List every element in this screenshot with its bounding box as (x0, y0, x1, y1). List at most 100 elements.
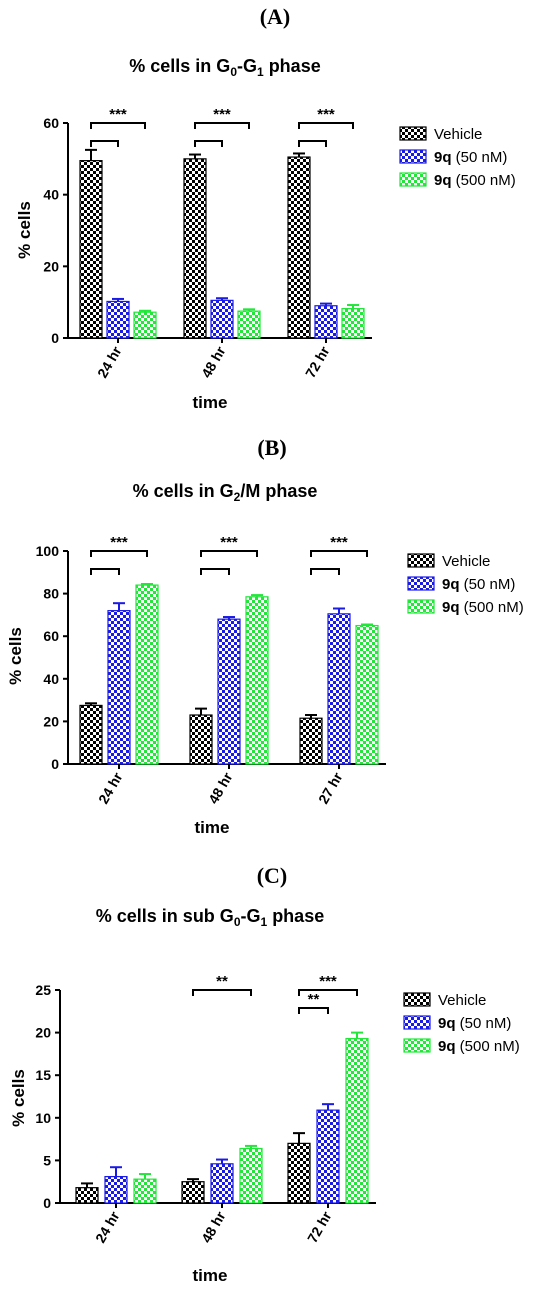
chart-panel-a: (A) % cells in G0-G1 phase % cells time … (15, 4, 516, 412)
y-tick-label: 0 (51, 330, 59, 346)
y-axis-label-a: % cells (15, 201, 34, 259)
legend-swatch-dose50 (399, 149, 427, 164)
chart-title-a: % cells in G0-G1 phase (129, 56, 320, 79)
legend-text: Vehicle (438, 992, 486, 1009)
bar-dose500 (133, 311, 157, 339)
y-tick-label: 5 (43, 1152, 51, 1168)
significance-bracket (298, 140, 327, 147)
bar-vehicle (299, 717, 323, 765)
significance-label: *** (330, 534, 348, 551)
legend-entry-dose50: 9q (50 nM) (434, 149, 507, 166)
significance-bracket (298, 989, 358, 996)
significance-bracket (90, 550, 148, 557)
y-tick-label: 0 (43, 1195, 51, 1211)
legend-swatch-dose500 (407, 599, 435, 614)
bar-vehicle (183, 158, 207, 339)
legend-swatch-vehicle (403, 992, 431, 1007)
legend-text: (50 nM) (460, 576, 516, 593)
chart-title-b: % cells in G2/M phase (133, 481, 318, 504)
significance-bracket (90, 140, 119, 147)
legend-entry-dose50: 9q (50 nM) (442, 576, 515, 593)
bar-dose500 (245, 596, 269, 765)
bar-dose500 (239, 1147, 263, 1204)
bar-vehicle (181, 1181, 205, 1204)
legend-bold-text: 9q (434, 149, 452, 166)
chart-panel-c: (C) % cells in sub G0-G1 phase % cells t… (9, 863, 520, 1285)
legend-entry-vehicle: Vehicle (438, 992, 486, 1009)
significance-label: ** (308, 991, 320, 1008)
legend-entry-dose50: 9q (50 nM) (438, 1015, 511, 1032)
significance-label: *** (220, 534, 238, 551)
bar-dose50 (314, 305, 338, 339)
bar-dose500 (135, 584, 159, 765)
y-tick-label: 25 (35, 982, 51, 998)
bar-dose500 (341, 308, 365, 339)
significance-bracket (310, 568, 340, 575)
legend-swatch-vehicle (407, 553, 435, 568)
legend-entry-dose500: 9q (500 nM) (442, 599, 524, 616)
legend-text: (500 nM) (456, 1038, 520, 1055)
significance-bracket (200, 568, 230, 575)
legend-text: (50 nM) (456, 1015, 512, 1032)
y-axis-label-c: % cells (9, 1069, 28, 1127)
bar-dose50 (210, 1163, 234, 1204)
significance-label: ** (216, 973, 228, 990)
x-tick-label: 27 hr (315, 769, 346, 806)
y-tick-label: 40 (43, 671, 59, 687)
bar-vehicle (189, 714, 213, 765)
y-tick-label: 80 (43, 586, 59, 602)
x-tick-label: 24 hr (95, 769, 126, 806)
x-tick-label: 24 hr (92, 1208, 123, 1245)
y-tick-label: 0 (51, 756, 59, 772)
legend-text: Vehicle (434, 126, 482, 143)
x-axis-label-b: time (195, 818, 230, 837)
bar-dose50 (217, 618, 241, 765)
significance-bracket (310, 550, 368, 557)
significance-bracket (200, 550, 258, 557)
x-tick-label: 72 hr (302, 343, 333, 380)
chart-panel-b: (B) % cells in G2/M phase % cells time 0… (6, 435, 524, 837)
significance-bracket (90, 122, 146, 129)
panel-label-b: (B) (257, 435, 286, 460)
significance-label: *** (319, 973, 337, 990)
significance-bracket (192, 989, 252, 996)
x-tick-label: 48 hr (198, 343, 229, 380)
bar-dose50 (327, 613, 351, 765)
chart-title-c: % cells in sub G0-G1 phase (96, 906, 324, 929)
legend-bold-text: 9q (438, 1038, 456, 1055)
panel-label-c: (C) (257, 863, 288, 888)
bar-dose50 (106, 300, 130, 339)
significance-bracket (90, 568, 120, 575)
bar-dose50 (104, 1175, 128, 1204)
y-tick-label: 20 (43, 258, 59, 274)
legend-swatch-dose500 (399, 172, 427, 187)
y-tick-label: 15 (35, 1067, 51, 1083)
x-tick-label: 48 hr (198, 1208, 229, 1245)
significance-bracket (298, 1007, 329, 1014)
bar-dose50 (210, 299, 234, 339)
x-axis-label-a: time (193, 393, 228, 412)
x-tick-label: 72 hr (304, 1208, 335, 1245)
y-axis-label-b: % cells (6, 627, 25, 685)
legend-text: (500 nM) (460, 599, 524, 616)
x-tick-label: 48 hr (205, 769, 236, 806)
legend-entry-dose500: 9q (500 nM) (438, 1038, 520, 1055)
significance-label: *** (317, 106, 335, 123)
significance-label: *** (213, 106, 231, 123)
legend-bold-text: 9q (442, 576, 460, 593)
bar-vehicle (79, 160, 103, 339)
bar-dose50 (107, 610, 131, 765)
legend-text: (500 nM) (452, 172, 516, 189)
bar-dose500 (133, 1178, 157, 1204)
significance-label: *** (109, 106, 127, 123)
y-tick-label: 20 (35, 1025, 51, 1041)
y-tick-label: 40 (43, 187, 59, 203)
significance-label: *** (110, 534, 128, 551)
bar-vehicle (287, 156, 311, 339)
legend-swatch-dose50 (403, 1015, 431, 1030)
legend-entry-dose500: 9q (500 nM) (434, 172, 516, 189)
legend-swatch-dose50 (407, 576, 435, 591)
y-tick-label: 20 (43, 713, 59, 729)
significance-bracket (298, 122, 354, 129)
